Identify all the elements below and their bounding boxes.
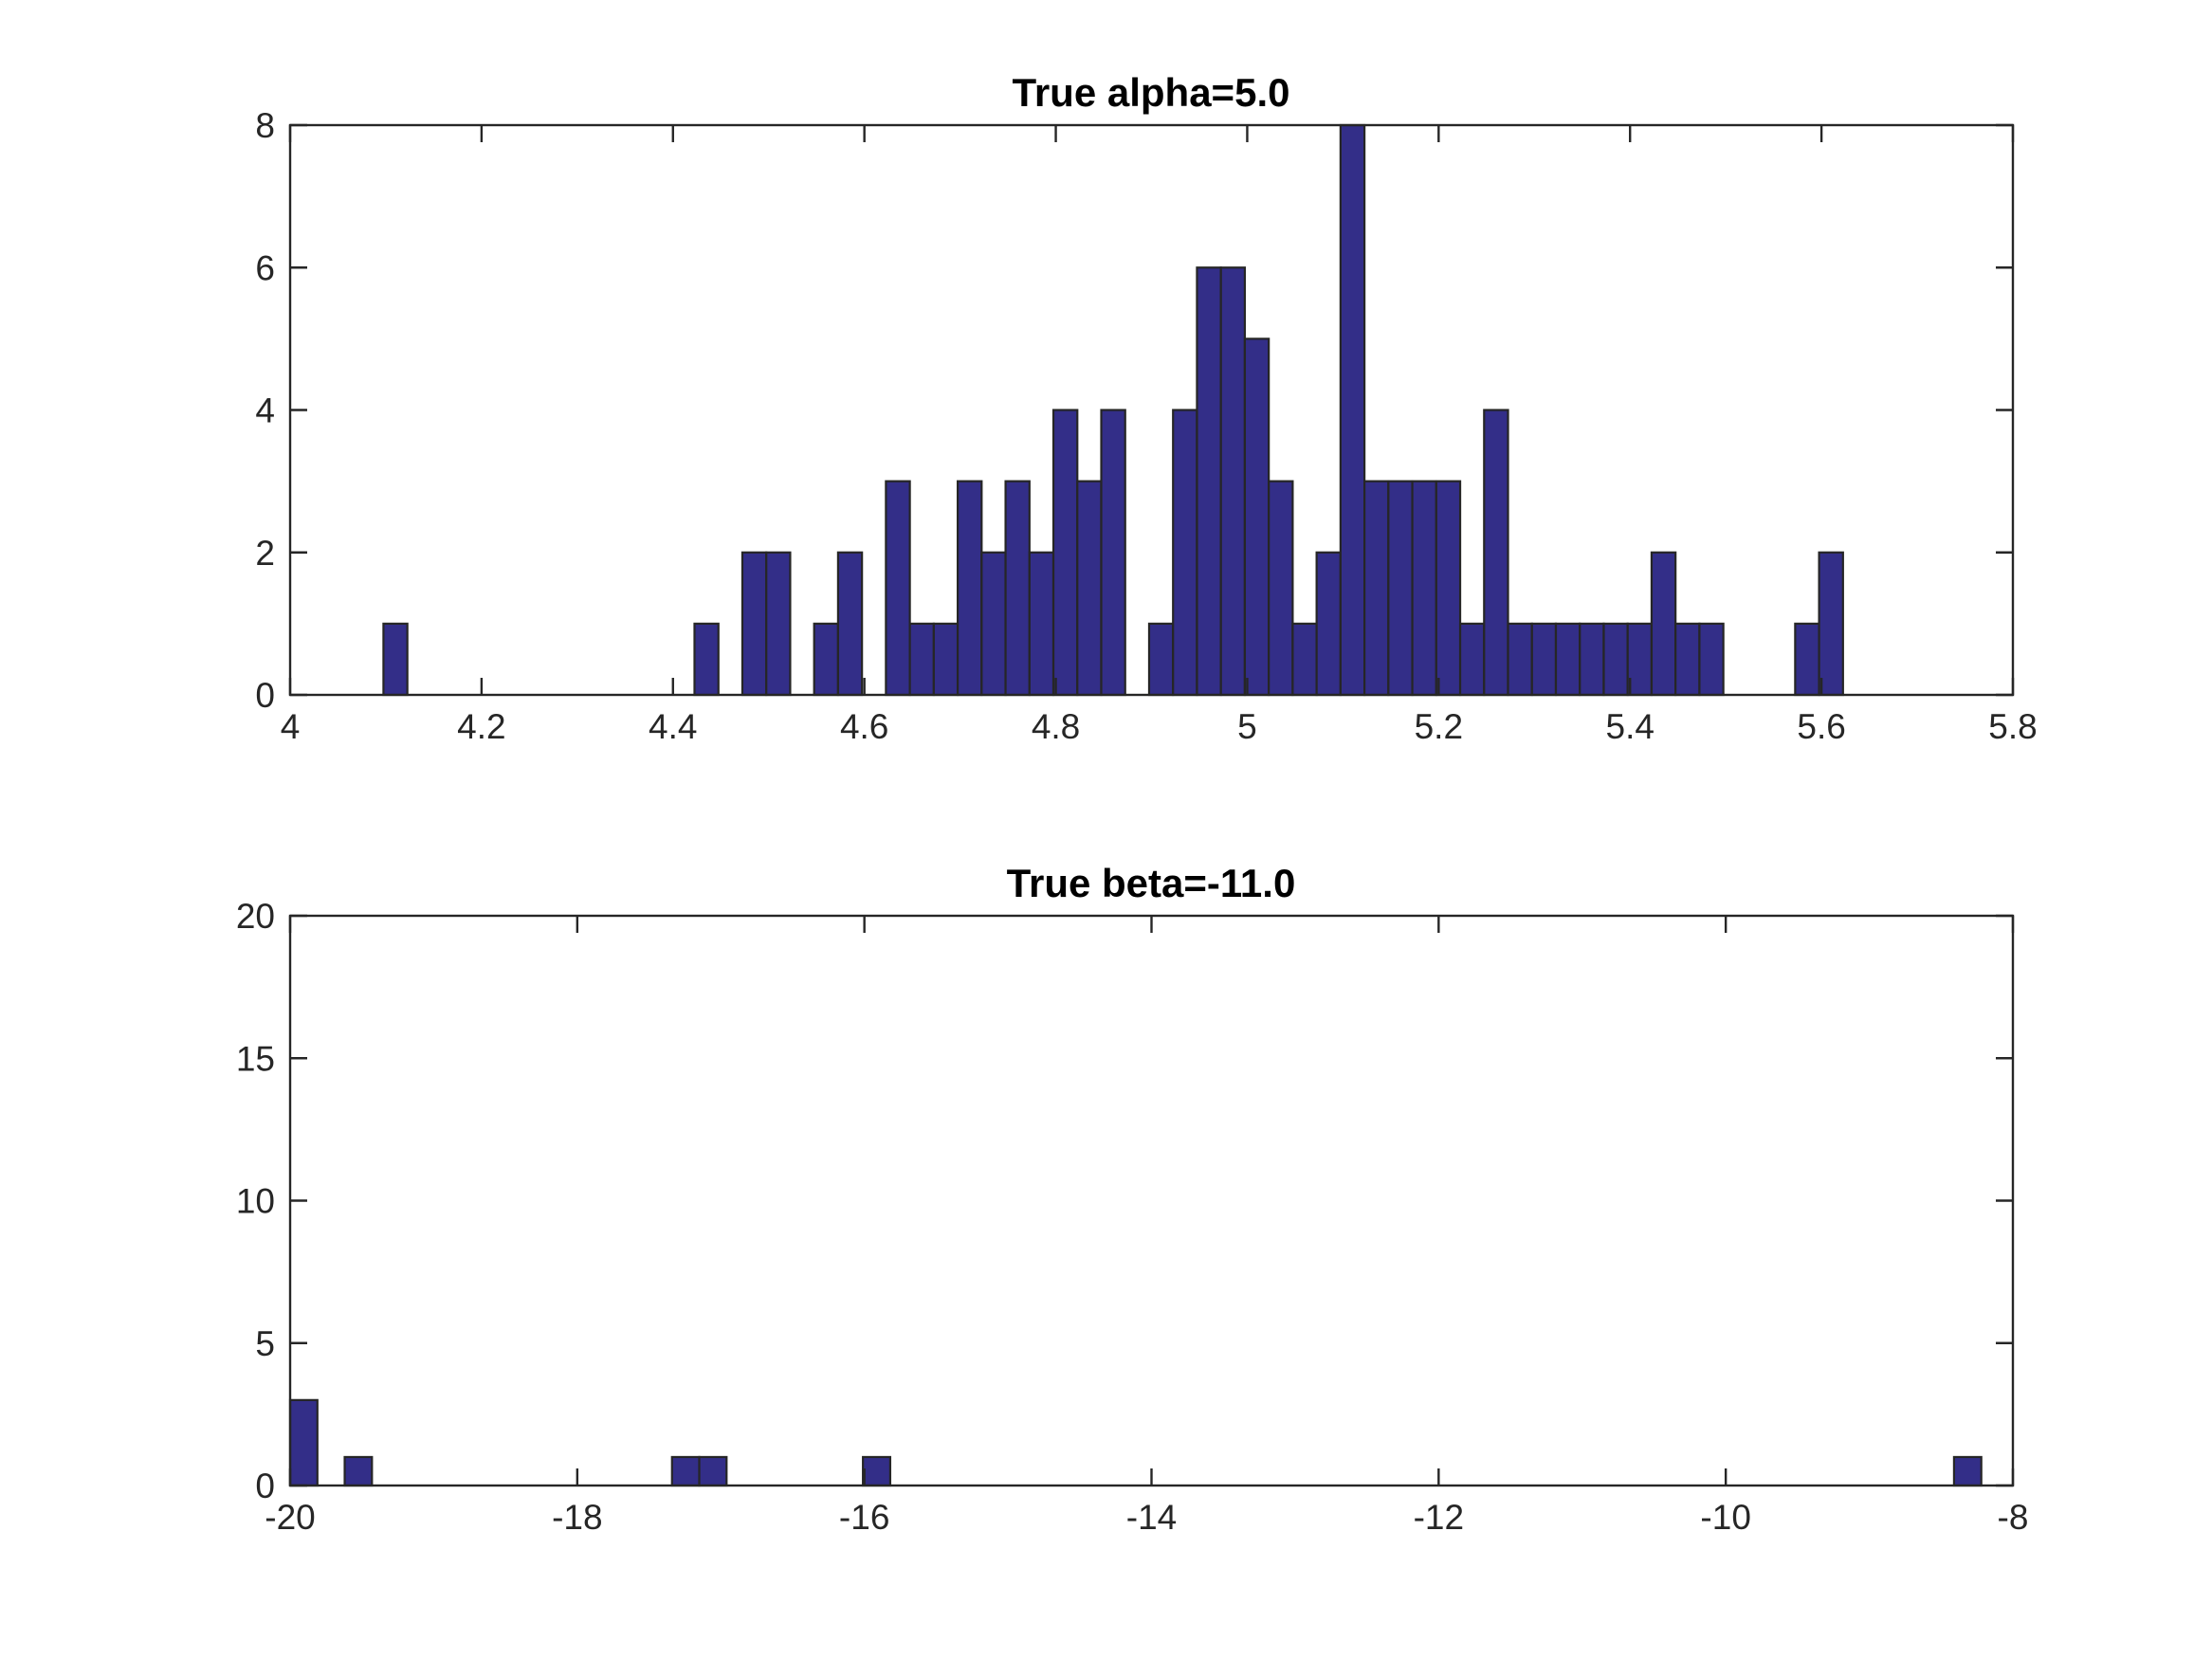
alpha-histogram-bar [1435, 480, 1462, 697]
alpha-histogram-bar [885, 480, 911, 697]
alpha-histogram-bar [1243, 337, 1271, 697]
alpha-histogram-bar [1818, 551, 1844, 697]
alpha-histogram-bar [1530, 622, 1558, 697]
alpha-histogram-bar [1291, 622, 1318, 697]
alpha-histogram-bar [1363, 480, 1390, 697]
alpha-histogram-bar [1004, 480, 1031, 697]
alpha-histogram-bar [1076, 480, 1103, 697]
alpha-histogram-bar [1602, 622, 1629, 697]
alpha-x-tick-label: 4 [281, 707, 301, 746]
alpha-y-tick-label: 4 [255, 392, 275, 430]
alpha-histogram-bar [1172, 409, 1198, 697]
beta-y-tick-label: 10 [236, 1182, 275, 1221]
alpha-histogram-bar [1268, 480, 1294, 697]
beta-x-tick-label: -14 [1126, 1498, 1177, 1537]
alpha-x-tick-label: 5.8 [1988, 707, 2037, 746]
beta-histogram-bar [862, 1455, 892, 1487]
beta-bars [288, 1398, 1983, 1487]
alpha-x-tick-label: 4.6 [840, 707, 888, 746]
alpha-x-tick-label: 5 [1237, 707, 1257, 746]
alpha-chart-title: True alpha=5.0 [1013, 70, 1290, 115]
beta-x-tick-label: -12 [1414, 1498, 1464, 1537]
alpha-x-tick-label: 5.2 [1415, 707, 1463, 746]
alpha-histogram-bar [1315, 551, 1342, 697]
alpha-histogram-bar [1411, 480, 1437, 697]
alpha-histogram-panel: True alpha=5.0 4 4.2 4.4 4.6 4.8 5 5.2 5.4 5.6 5.… [255, 70, 2037, 746]
alpha-axes-box [288, 123, 2015, 697]
beta-y-tick-label: 20 [236, 897, 275, 936]
beta-chart-title: True beta=-11.0 [1007, 861, 1296, 905]
alpha-y-tick-label: 8 [255, 106, 275, 145]
alpha-histogram-bar [1554, 622, 1581, 697]
alpha-histogram-bar [382, 622, 409, 697]
alpha-x-tick-label: 4.8 [1032, 707, 1080, 746]
alpha-histogram-bar [980, 551, 1007, 697]
alpha-histogram-bar [1196, 266, 1222, 697]
alpha-x-tick-label: 5.4 [1606, 707, 1654, 746]
beta-histogram-bar [343, 1455, 374, 1487]
alpha-histogram-bar [956, 480, 983, 697]
alpha-histogram-bar [1458, 622, 1486, 697]
alpha-histogram-bar [1339, 123, 1366, 697]
alpha-histogram-bar [1650, 551, 1677, 697]
alpha-ticks: 4 4.2 4.4 4.6 4.8 5 5.2 5.4 5.6 5.8 0 2 4 6 8 [255, 106, 2037, 746]
alpha-histogram-bar [1100, 409, 1126, 697]
beta-histogram-bar [1952, 1455, 1983, 1487]
alpha-histogram-bar [836, 551, 864, 697]
alpha-x-tick-label: 4.2 [457, 707, 505, 746]
alpha-histogram-bar [1626, 622, 1654, 697]
beta-histogram-bar [288, 1398, 319, 1487]
alpha-histogram-bar [1674, 622, 1701, 697]
alpha-y-tick-label: 0 [255, 676, 275, 715]
beta-axes-box [288, 914, 2015, 1487]
beta-y-tick-label: 5 [255, 1324, 275, 1363]
alpha-bars [382, 123, 1844, 697]
beta-x-tick-label: -20 [265, 1498, 315, 1537]
alpha-y-tick-label: 6 [255, 248, 275, 287]
beta-y-tick-label: 0 [255, 1467, 275, 1505]
beta-x-tick-label: -8 [1998, 1498, 2029, 1537]
alpha-histogram-bar [1147, 622, 1175, 697]
alpha-histogram-bar [813, 622, 840, 697]
alpha-histogram-bar [932, 622, 960, 697]
alpha-histogram-bar [693, 622, 720, 697]
alpha-histogram-bar [740, 551, 768, 697]
beta-histogram-bar [698, 1455, 728, 1487]
beta-y-tick-label: 15 [236, 1039, 275, 1078]
alpha-histogram-bar [908, 622, 935, 697]
alpha-histogram-bar [1698, 622, 1725, 697]
alpha-histogram-bar [765, 551, 792, 697]
beta-x-tick-label: -10 [1700, 1498, 1750, 1537]
alpha-histogram-bar [1579, 622, 1605, 697]
alpha-histogram-bar [1507, 622, 1533, 697]
beta-x-tick-label: -16 [839, 1498, 889, 1537]
beta-histogram-bar [670, 1455, 701, 1487]
alpha-x-tick-label: 4.4 [649, 707, 697, 746]
alpha-histogram-bar [1387, 480, 1414, 697]
beta-ticks: -20 -18 -16 -14 -12 -10 -8 0 5 10 15 20 [236, 897, 2029, 1537]
alpha-histogram-bar [1794, 622, 1820, 697]
alpha-histogram-bar [1219, 266, 1247, 697]
alpha-histogram-bar [1051, 409, 1079, 697]
alpha-histogram-bar [1483, 409, 1509, 697]
beta-x-tick-label: -18 [552, 1498, 602, 1537]
alpha-y-tick-label: 2 [255, 534, 275, 573]
beta-histogram-panel: True beta=-11.0 -20 -18 -16 -14 -12 -10 -8 0 5 10… [236, 861, 2029, 1537]
alpha-x-tick-label: 5.6 [1797, 707, 1845, 746]
alpha-histogram-bar [1028, 551, 1055, 697]
